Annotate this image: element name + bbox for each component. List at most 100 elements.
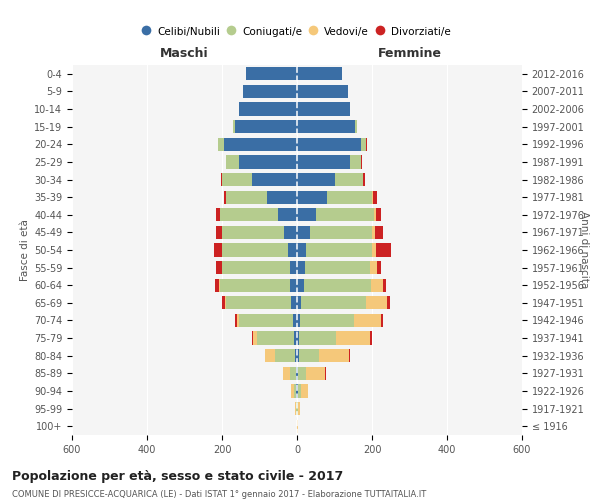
- Bar: [297, 366, 298, 380]
- Bar: [376, 244, 391, 256]
- Bar: [295, 402, 296, 415]
- Text: Femmine: Femmine: [377, 46, 442, 60]
- Bar: [335, 173, 362, 186]
- Bar: [362, 173, 365, 186]
- Bar: [377, 261, 382, 274]
- Bar: [298, 366, 307, 380]
- Bar: [297, 261, 305, 274]
- Bar: [235, 120, 297, 134]
- Bar: [371, 278, 383, 292]
- Bar: [290, 261, 297, 274]
- Bar: [237, 314, 239, 327]
- Bar: [376, 208, 382, 222]
- Bar: [307, 244, 372, 256]
- Bar: [297, 85, 347, 98]
- Bar: [224, 296, 226, 310]
- Bar: [297, 190, 327, 204]
- Bar: [215, 278, 220, 292]
- Bar: [301, 296, 367, 310]
- Bar: [349, 156, 361, 168]
- Y-axis label: Fasce di età: Fasce di età: [20, 219, 30, 281]
- Bar: [300, 314, 355, 327]
- Bar: [372, 190, 373, 204]
- Text: COMUNE DI PRESICCE-ACQUARICA (LE) - Dati ISTAT 1° gennaio 2017 - Elaborazione TU: COMUNE DI PRESICCE-ACQUARICA (LE) - Dati…: [12, 490, 426, 499]
- Bar: [297, 226, 310, 239]
- Bar: [349, 349, 350, 362]
- Bar: [372, 244, 376, 256]
- Bar: [301, 384, 308, 398]
- Bar: [355, 314, 380, 327]
- Bar: [252, 332, 253, 344]
- Bar: [214, 244, 221, 256]
- Bar: [297, 349, 299, 362]
- Bar: [297, 120, 355, 134]
- Bar: [298, 402, 300, 415]
- Bar: [220, 208, 278, 222]
- Bar: [297, 156, 349, 168]
- Bar: [297, 296, 301, 310]
- Bar: [307, 366, 325, 380]
- Legend: Celibi/Nubili, Coniugati/e, Vedovi/e, Divorziati/e: Celibi/Nubili, Coniugati/e, Vedovi/e, Di…: [140, 22, 454, 40]
- Bar: [383, 278, 386, 292]
- Bar: [305, 261, 370, 274]
- Bar: [242, 85, 297, 98]
- Bar: [275, 349, 295, 362]
- Bar: [297, 208, 316, 222]
- Bar: [265, 349, 275, 362]
- Bar: [257, 332, 294, 344]
- Bar: [374, 208, 376, 222]
- Bar: [267, 190, 297, 204]
- Text: Popolazione per età, sesso e stato civile - 2017: Popolazione per età, sesso e stato civil…: [12, 470, 343, 483]
- Bar: [370, 261, 377, 274]
- Bar: [226, 156, 239, 168]
- Bar: [220, 278, 290, 292]
- Text: Maschi: Maschi: [160, 46, 209, 60]
- Bar: [239, 102, 297, 116]
- Bar: [367, 296, 387, 310]
- Bar: [297, 278, 304, 292]
- Bar: [247, 67, 297, 80]
- Bar: [222, 261, 290, 274]
- Bar: [294, 332, 297, 344]
- Bar: [297, 67, 342, 80]
- Bar: [299, 332, 337, 344]
- Bar: [292, 384, 295, 398]
- Bar: [221, 173, 222, 186]
- Bar: [284, 226, 297, 239]
- Bar: [373, 190, 377, 204]
- Bar: [252, 173, 297, 186]
- Bar: [222, 226, 284, 239]
- Bar: [310, 226, 372, 239]
- Bar: [239, 314, 293, 327]
- Bar: [233, 120, 235, 134]
- Bar: [380, 314, 383, 327]
- Bar: [296, 366, 297, 380]
- Bar: [297, 102, 349, 116]
- Bar: [297, 173, 335, 186]
- Bar: [226, 296, 292, 310]
- Bar: [297, 384, 298, 398]
- Bar: [327, 190, 372, 204]
- Bar: [293, 314, 297, 327]
- Bar: [297, 314, 300, 327]
- Bar: [361, 138, 367, 151]
- Bar: [235, 314, 237, 327]
- Bar: [375, 226, 383, 239]
- Bar: [278, 208, 297, 222]
- Bar: [304, 278, 371, 292]
- Bar: [292, 296, 297, 310]
- Bar: [290, 366, 296, 380]
- Y-axis label: Anni di nascita: Anni di nascita: [579, 212, 589, 288]
- Bar: [224, 190, 226, 204]
- Bar: [297, 138, 361, 151]
- Bar: [296, 384, 297, 398]
- Bar: [372, 226, 375, 239]
- Bar: [295, 384, 296, 398]
- Bar: [370, 332, 372, 344]
- Bar: [221, 296, 224, 310]
- Bar: [217, 226, 222, 239]
- Bar: [253, 332, 257, 344]
- Bar: [216, 261, 221, 274]
- Bar: [297, 244, 307, 256]
- Bar: [319, 349, 349, 362]
